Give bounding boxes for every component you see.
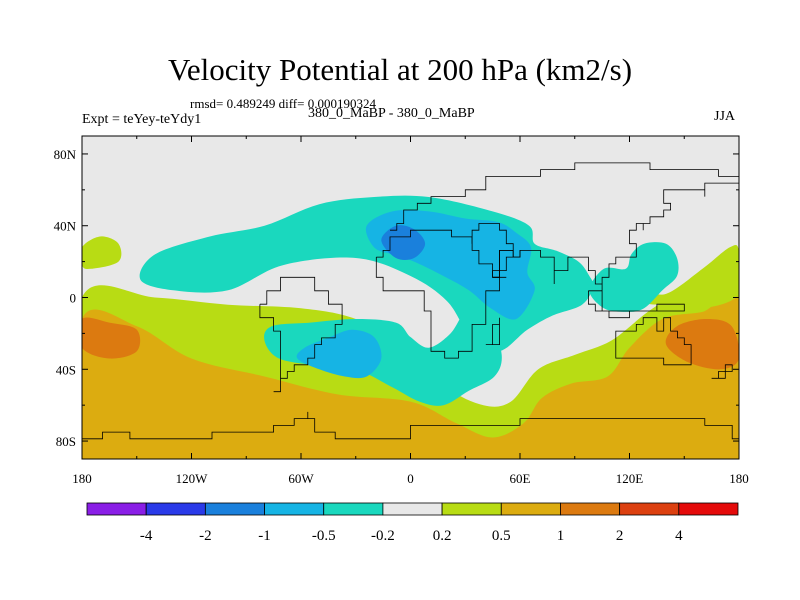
coastline-layer — [82, 162, 739, 440]
colorbar-label: 2 — [616, 528, 624, 544]
colorbar-swatch — [323, 502, 384, 516]
x-tick-label: 60W — [288, 471, 314, 486]
coastline — [375, 229, 507, 359]
season-label: JJA — [714, 109, 736, 124]
experiment-label: Expt = teYey-teYdy1 — [82, 112, 202, 127]
colorbar-swatch — [619, 502, 680, 516]
contour-region — [629, 245, 739, 309]
chart-title: Velocity Potential at 200 hPa (km2/s) — [167, 52, 633, 87]
coastline — [82, 411, 739, 440]
colorbar-label: -0.2 — [371, 528, 395, 544]
contour-region — [296, 329, 382, 379]
y-tick-label: 80S — [56, 434, 76, 449]
colorbar-swatch — [204, 502, 265, 516]
y-tick-label: 40N — [54, 219, 77, 234]
y-tick-label: 0 — [70, 291, 77, 306]
coastline — [588, 290, 685, 319]
colorbar-label: 0.2 — [433, 528, 452, 544]
coastline — [390, 162, 739, 231]
contour-region — [82, 236, 122, 269]
colorbar-swatch — [264, 502, 325, 516]
colorbar-swatch — [500, 502, 561, 516]
contour-region — [264, 308, 502, 406]
contour-region — [665, 319, 739, 370]
x-tick-label: 120E — [616, 471, 644, 486]
coastline — [471, 176, 739, 291]
coastline — [492, 249, 521, 278]
x-tick-label: 180 — [72, 471, 92, 486]
x-tick-label: 60E — [510, 471, 531, 486]
coastline — [485, 317, 500, 346]
coastline — [615, 317, 692, 366]
colorbar-label: -4 — [140, 528, 153, 544]
contour-region — [589, 242, 679, 312]
colorbar-swatch — [678, 502, 739, 516]
colorbar-swatch — [560, 502, 621, 516]
contour-fill-layer — [82, 136, 739, 459]
contour-region — [381, 225, 426, 261]
y-tick-label: 80N — [54, 147, 77, 162]
axis-ticks: 180 120W 60W 0 60E 120E 180 80N 40N 0 40S 80S — [54, 136, 749, 486]
x-tick-label: 180 — [729, 471, 749, 486]
x-tick-label: 0 — [407, 471, 414, 486]
colorbar-label: -2 — [199, 528, 212, 544]
colorbar-swatch — [145, 502, 206, 516]
colorbar-swatch — [441, 502, 502, 516]
colorbar-swatch — [86, 502, 147, 516]
stats-label: rmsd= 0.489249 diff= 0.000190324 — [190, 96, 376, 111]
contour-region — [82, 292, 739, 459]
y-tick-label: 40S — [56, 362, 76, 377]
contour-region — [82, 317, 141, 359]
coastline — [259, 276, 343, 393]
colorbar-swatch — [382, 502, 443, 516]
colorbar-label: 1 — [557, 528, 565, 544]
x-tick-label: 120W — [176, 471, 209, 486]
colorbar-label: 0.5 — [492, 528, 511, 544]
colorbar: -4 -2 -1 -0.5 -0.2 0.2 0.5 1 2 4 — [86, 502, 739, 544]
runs-label: 380_0_MaBP - 380_0_MaBP — [308, 106, 475, 121]
colorbar-label: 4 — [675, 528, 683, 544]
colorbar-label: -1 — [258, 528, 271, 544]
coastline — [711, 364, 733, 379]
colorbar-label: -0.5 — [312, 528, 336, 544]
